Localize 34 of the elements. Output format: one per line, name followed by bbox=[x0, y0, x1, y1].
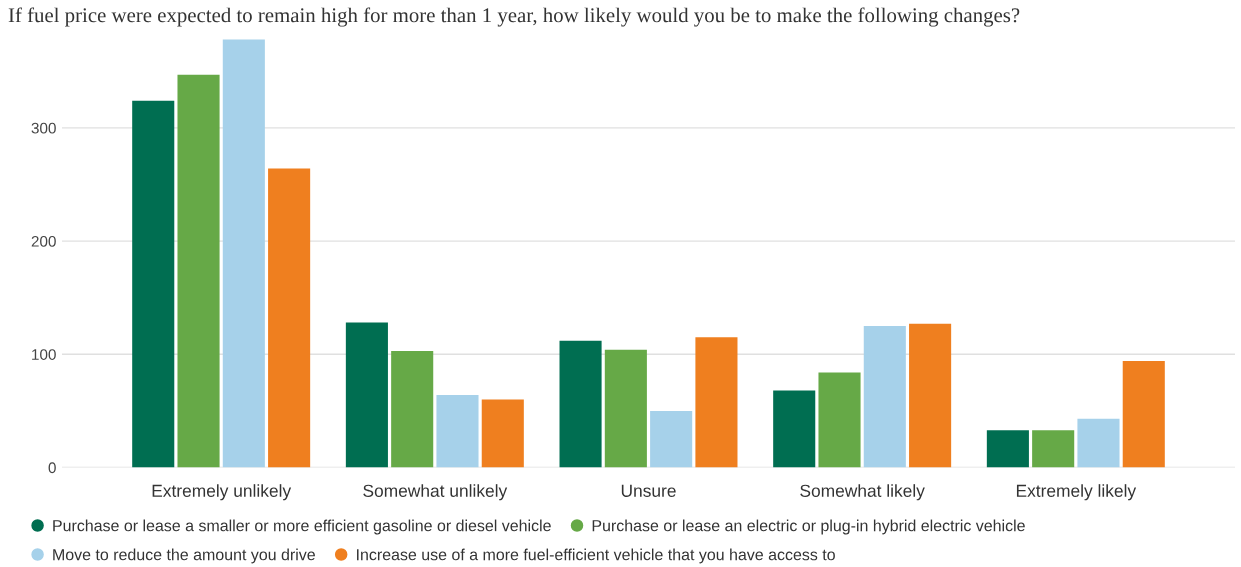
bar bbox=[986, 430, 1029, 468]
bar bbox=[132, 100, 175, 468]
x-tick-label: Unsure bbox=[621, 484, 676, 497]
bar bbox=[559, 340, 602, 468]
bar bbox=[268, 168, 311, 468]
y-tick-label: 100 bbox=[32, 349, 56, 360]
bar bbox=[436, 395, 479, 468]
bar bbox=[345, 322, 388, 468]
x-tick-label: Extremely unlikely bbox=[152, 484, 292, 501]
x-tick-label: Somewhat likely bbox=[800, 484, 925, 501]
bar bbox=[818, 372, 861, 468]
legend-label: Move to reduce the amount you drive bbox=[53, 548, 315, 564]
bar bbox=[1122, 361, 1165, 468]
y-tick-label: 200 bbox=[31, 235, 56, 247]
legend-label: Purchase or lease an electric or plug-in hybrid electric vehicle bbox=[592, 519, 1025, 535]
y-tick-label: 300 bbox=[31, 122, 56, 134]
bar bbox=[604, 349, 647, 468]
bar bbox=[695, 337, 738, 468]
bar bbox=[1032, 430, 1075, 468]
x-tick-label: Extremely likely bbox=[1016, 484, 1137, 501]
bar bbox=[481, 399, 524, 468]
bar bbox=[650, 410, 693, 468]
bar bbox=[909, 323, 952, 468]
bar bbox=[863, 325, 906, 468]
y-tick-label: 0 bbox=[48, 462, 56, 474]
bar bbox=[391, 350, 434, 468]
bar bbox=[177, 74, 220, 468]
bar bbox=[773, 390, 816, 468]
chart-title: If fuel price were expected to remain high for more than 1 year, how likely would you be to make the following changes? bbox=[8, 7, 1020, 27]
legend-label: Increase use of a more fuel-efficient vehicle that you have access to bbox=[357, 548, 835, 564]
bar bbox=[1077, 418, 1120, 468]
legend-label: Purchase or lease a smaller or more efficient gasoline or diesel vehicle bbox=[53, 519, 551, 535]
x-tick-label: Somewhat unlikely bbox=[363, 484, 508, 501]
bar bbox=[222, 39, 265, 468]
